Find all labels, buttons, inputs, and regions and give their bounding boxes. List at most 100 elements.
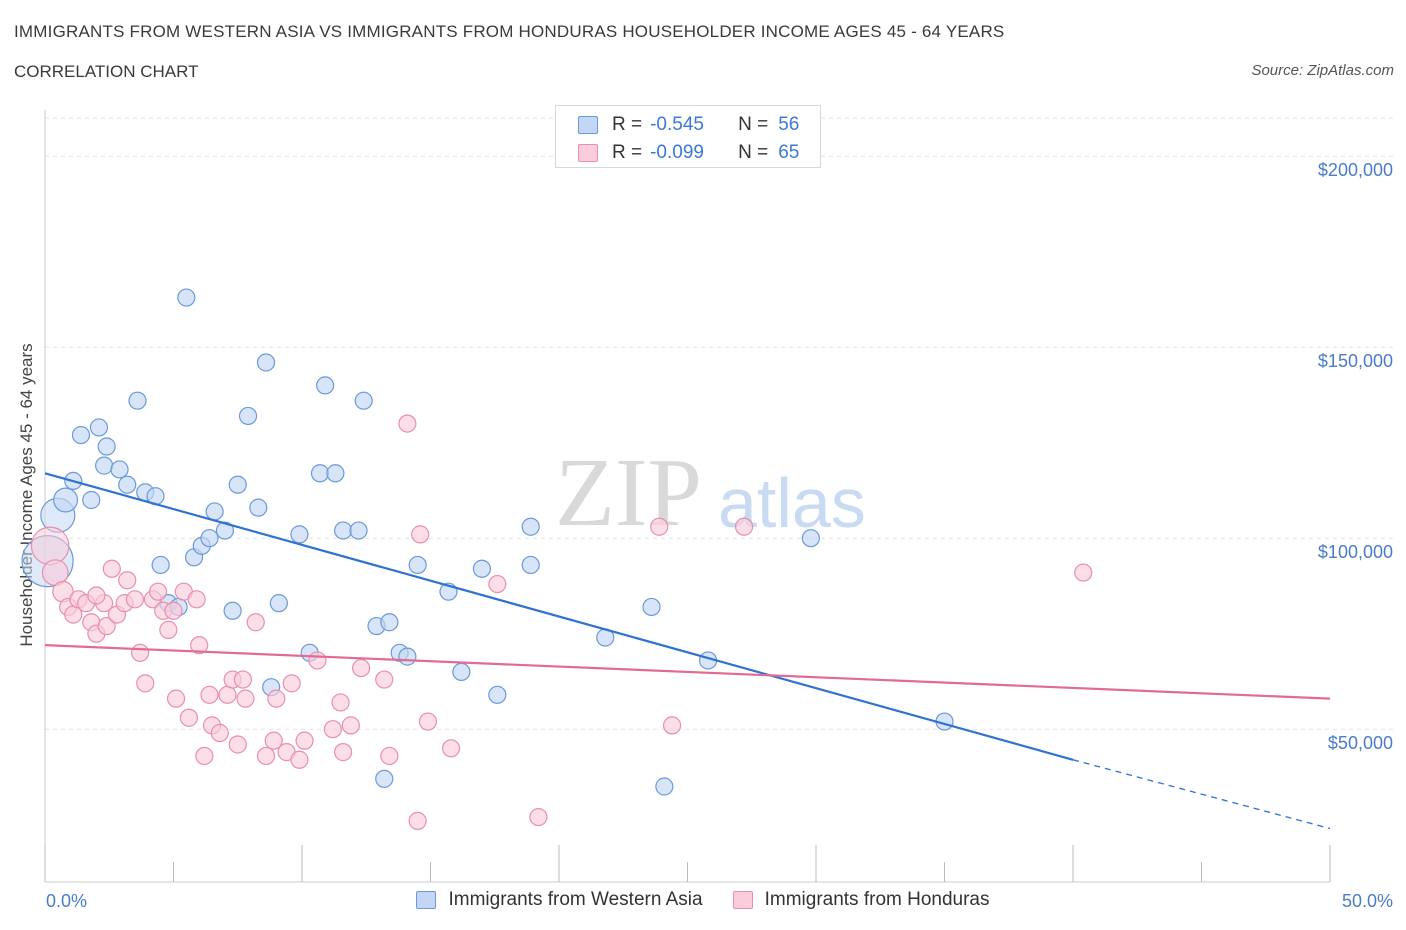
western-asia-point <box>521 555 540 575</box>
honduras-point <box>125 590 145 609</box>
honduras-point <box>267 689 286 708</box>
honduras-point <box>130 643 150 662</box>
honduras-point <box>323 720 342 739</box>
honduras-point <box>411 525 430 544</box>
n-value: 56 <box>778 114 800 135</box>
trend-lines <box>44 472 1331 830</box>
honduras-point <box>398 414 417 433</box>
watermark: ZIP atlas <box>555 439 866 547</box>
western-asia-swatch <box>578 116 598 134</box>
western-asia-point <box>380 613 399 632</box>
legend: Immigrants from Western Asia Immigrants … <box>0 889 1406 911</box>
honduras-point <box>295 731 314 750</box>
honduras-point <box>380 746 399 766</box>
honduras-point <box>236 689 255 708</box>
honduras-point <box>159 620 178 639</box>
western-asia-point <box>215 521 234 540</box>
honduras-point <box>418 712 438 731</box>
y-tick-label: $100,000 <box>1317 542 1393 563</box>
chart-title: IMMIGRANTS FROM WESTERN ASIA VS IMMIGRAN… <box>14 22 1005 41</box>
western-asia-trend-extension <box>1072 759 1331 830</box>
western-asia-point <box>521 517 540 536</box>
western-asia-swatch <box>416 891 437 909</box>
legend-label: Immigrants from Honduras <box>764 889 990 910</box>
honduras-point <box>187 590 206 609</box>
western-asia-point <box>200 529 219 548</box>
honduras-point <box>166 689 186 708</box>
y-tick-label: $50,000 <box>1327 733 1393 754</box>
honduras-point <box>1074 563 1093 582</box>
western-asia-point <box>71 425 91 445</box>
western-asia-point <box>334 521 353 540</box>
western-asia-point <box>472 559 491 578</box>
stats-row-western-asia: R = -0.545 N = 56 <box>578 113 799 137</box>
western-asia-point <box>97 437 116 456</box>
western-asia-point <box>89 418 109 437</box>
western-asia-point <box>223 601 242 620</box>
honduras-trend-line <box>44 644 1331 700</box>
western-asia-point <box>408 555 427 575</box>
y-tick-label: $150,000 <box>1317 351 1393 372</box>
honduras-point <box>734 517 754 536</box>
western-asia-point <box>452 662 471 682</box>
western-asia-point <box>228 475 247 494</box>
honduras-point <box>331 693 350 712</box>
honduras-point <box>233 670 252 689</box>
western-asia-point <box>118 475 137 494</box>
legend-item-western-asia[interactable]: Immigrants from Western Asia <box>416 889 703 911</box>
honduras-point <box>256 746 276 766</box>
western-asia-point <box>110 460 129 479</box>
western-asia-point <box>326 464 345 483</box>
r-label: R = <box>612 114 643 135</box>
honduras-point <box>282 674 301 693</box>
honduras-point <box>488 574 507 594</box>
western-asia-point <box>642 597 661 617</box>
y-tick-label: $200,000 <box>1317 160 1393 181</box>
western-asia-point <box>398 647 417 666</box>
x-tick-min: 0.0% <box>46 891 88 911</box>
honduras-point <box>352 658 371 678</box>
western-asia-point <box>290 525 309 544</box>
western-asia-point <box>128 391 147 410</box>
honduras-point <box>650 517 669 536</box>
r-value: -0.099 <box>650 142 704 163</box>
honduras-point <box>662 716 682 735</box>
honduras-point <box>264 731 283 750</box>
n-label: N = <box>738 114 769 135</box>
western-asia-point <box>316 376 335 395</box>
honduras-point <box>148 582 168 601</box>
stats-row-honduras: R = -0.099 N = 65 <box>578 141 799 165</box>
honduras-point <box>102 559 121 578</box>
western-asia-point <box>95 456 114 475</box>
legend-item-honduras[interactable]: Immigrants from Honduras <box>732 889 990 911</box>
honduras-point <box>228 735 247 754</box>
western-asia-trend-line <box>44 472 1074 761</box>
western-asia-point <box>151 555 170 575</box>
honduras-point <box>30 526 70 566</box>
honduras-point <box>118 571 137 590</box>
honduras-point <box>179 708 199 727</box>
data-points <box>21 288 1093 830</box>
honduras-point <box>341 716 360 735</box>
honduras-point <box>246 613 265 632</box>
r-label: R = <box>612 142 643 163</box>
honduras-point <box>408 811 427 830</box>
legend-label: Immigrants from Western Asia <box>448 889 703 910</box>
western-asia-point <box>205 502 224 521</box>
western-asia-point <box>655 777 674 796</box>
honduras-point <box>529 807 548 827</box>
western-asia-point <box>82 490 101 510</box>
honduras-point <box>164 601 183 620</box>
honduras-point <box>190 636 209 655</box>
western-asia-point <box>349 521 368 540</box>
honduras-point <box>441 739 461 758</box>
watermark-zip: ZIP <box>555 439 702 547</box>
n-label: N = <box>738 142 769 163</box>
western-asia-point <box>249 498 268 517</box>
chart-subtitle: CORRELATION CHART <box>14 62 199 81</box>
western-asia-point <box>488 685 507 704</box>
honduras-point <box>334 743 353 762</box>
honduras-swatch <box>578 144 598 162</box>
western-asia-point <box>238 406 258 426</box>
